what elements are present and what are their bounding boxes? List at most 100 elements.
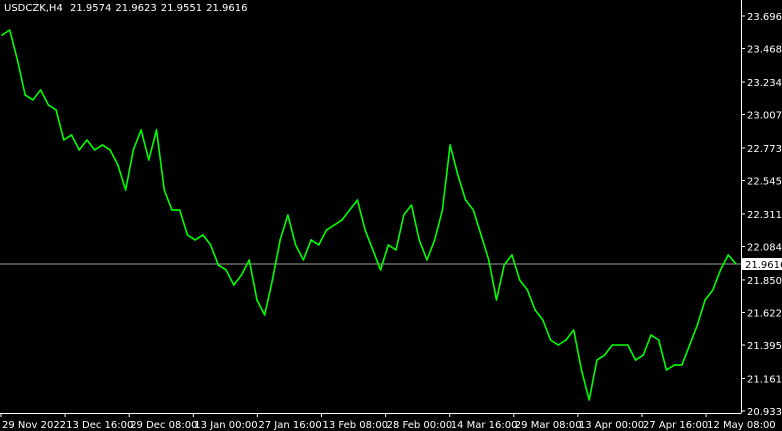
x-tick-label: 13 Dec 16:00	[66, 420, 133, 431]
data-point	[186, 234, 189, 236]
data-point	[124, 189, 127, 191]
data-point	[603, 354, 606, 356]
open-price: 21.9574	[70, 3, 112, 14]
y-tick-label: 20.9335	[747, 407, 782, 418]
y-tick-label: 21.3950	[747, 341, 782, 352]
data-point	[410, 204, 413, 206]
data-point	[372, 249, 374, 251]
data-point	[688, 344, 691, 346]
y-tick-label: 21.1610	[747, 374, 782, 385]
data-point	[86, 139, 88, 141]
current-price-badge	[742, 257, 782, 270]
data-point	[495, 299, 498, 301]
data-point	[202, 234, 204, 236]
data-point	[279, 239, 281, 241]
data-point	[341, 219, 343, 221]
data-point	[101, 144, 104, 146]
data-point	[704, 299, 706, 301]
data-point	[557, 344, 560, 346]
data-point	[163, 189, 166, 191]
data-point	[225, 269, 227, 271]
chart-title: USDCZK,H4 21.9574 21.9623 21.9551 21.9616	[4, 3, 251, 14]
data-point	[70, 134, 73, 136]
data-point	[534, 309, 536, 311]
data-point	[263, 314, 266, 316]
data-point	[572, 329, 575, 331]
data-point	[317, 244, 320, 246]
data-point	[619, 344, 621, 346]
data-point	[240, 274, 243, 276]
x-tick-label: 27 Jan 16:00	[258, 420, 321, 431]
y-tick-label: 22.3115	[747, 210, 782, 221]
data-point	[727, 254, 730, 256]
data-point	[302, 259, 305, 261]
data-point	[433, 239, 436, 241]
data-point	[24, 94, 26, 96]
x-tick-label: 29 Dec 08:00	[130, 420, 197, 431]
y-tick-label: 21.6225	[747, 308, 782, 319]
data-point	[178, 209, 181, 211]
y-tick-label: 23.2345	[747, 78, 782, 89]
data-point	[611, 344, 614, 346]
data-point	[387, 244, 390, 246]
data-point	[542, 319, 544, 321]
x-tick-label: 13 Feb 08:00	[323, 420, 389, 431]
data-point	[155, 129, 158, 131]
data-point	[248, 259, 251, 261]
data-point	[472, 209, 475, 211]
data-point	[109, 149, 111, 151]
data-point	[457, 174, 459, 176]
data-point	[657, 339, 660, 341]
data-point	[32, 99, 34, 101]
data-point	[418, 239, 421, 241]
data-point	[441, 209, 444, 211]
data-point	[402, 214, 405, 216]
data-point	[665, 369, 668, 371]
data-point	[310, 239, 312, 241]
x-tick-label: 29 Mar 08:00	[515, 420, 582, 431]
data-point	[526, 289, 529, 291]
y-tick-label: 22.5455	[747, 177, 782, 188]
data-point	[503, 264, 506, 266]
data-point	[325, 229, 328, 231]
data-point	[294, 244, 297, 246]
data-point	[93, 149, 96, 151]
data-point	[596, 359, 598, 361]
data-point	[117, 164, 119, 166]
data-point	[256, 299, 258, 301]
x-tick-label: 14 Mar 16:00	[451, 420, 518, 431]
data-point	[650, 334, 652, 336]
data-point	[487, 259, 490, 261]
data-point	[47, 104, 50, 106]
y-tick-label: 22.0840	[747, 242, 782, 253]
data-point	[735, 263, 737, 265]
data-point	[209, 244, 212, 246]
data-point	[271, 279, 274, 281]
data-point	[132, 149, 135, 151]
y-tick-label: 23.0070	[747, 111, 782, 122]
data-point	[39, 89, 42, 91]
current-price-label: 21.9616	[745, 260, 782, 271]
x-tick-label: 27 Apr 16:00	[643, 420, 708, 431]
data-point	[1, 34, 3, 36]
data-point	[217, 264, 220, 266]
data-point	[333, 224, 336, 226]
data-point	[395, 249, 397, 251]
close-price: 21.9616	[206, 3, 248, 14]
y-tick-label: 23.6960	[747, 12, 782, 23]
data-point	[171, 209, 173, 211]
data-point	[518, 279, 521, 281]
data-point	[364, 229, 366, 231]
y-tick-label: 21.8500	[747, 276, 782, 287]
data-point	[580, 369, 583, 371]
y-tick-label: 22.7730	[747, 144, 782, 155]
data-point	[696, 324, 699, 326]
data-point	[55, 109, 57, 111]
data-point	[449, 144, 451, 146]
x-tick-label: 13 Jan 00:00	[194, 420, 257, 431]
data-point	[673, 364, 675, 366]
data-point	[8, 29, 11, 31]
data-point	[232, 284, 235, 286]
data-point	[16, 59, 19, 61]
